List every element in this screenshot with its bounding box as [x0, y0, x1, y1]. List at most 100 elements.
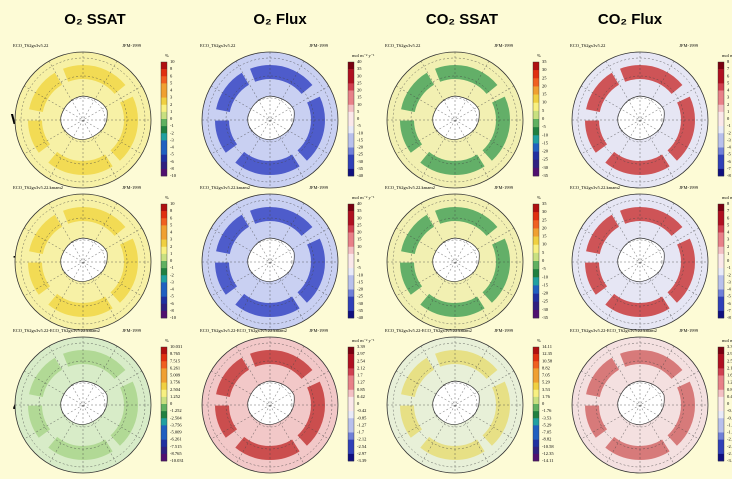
colorbar-segment: [348, 411, 354, 418]
colorbar-tick-label: 0.424: [727, 394, 732, 399]
colorbar-tick-label: -3.39: [357, 458, 367, 463]
colorbar-segment: [161, 425, 167, 432]
colorbar-segment: [348, 433, 354, 440]
colorbar-segment: [161, 282, 167, 289]
panel-title: ECO_T62gx3v5.22: [200, 43, 235, 48]
colorbar-segment: [161, 105, 167, 112]
colorbar-tick-label: 10: [542, 242, 547, 247]
colorbar-tick-label: -30: [542, 165, 549, 170]
colorbar-tick-label: 2: [170, 102, 172, 107]
colorbar-tick-label: 40: [357, 201, 362, 206]
colorbar-tick-label: -2.544: [727, 444, 732, 449]
panel-date: JFM-1999: [122, 328, 142, 333]
panel-title: ECO_T62gx3v5.22.kmam2: [570, 185, 620, 190]
colorbar-segment: [161, 91, 167, 98]
panel-title: ECO_T62gx3v5.22-ECO_T62gx3v5.22.kmam2: [200, 328, 287, 333]
colorbar-segment: [161, 233, 167, 240]
colorbar-tick-label: 2.97: [357, 351, 366, 356]
colorbar-segment: [718, 304, 724, 311]
colorbar-segment: [533, 160, 539, 168]
colorbar-unit: mol m⁻² y⁻¹: [352, 338, 375, 343]
colorbar-segment: [161, 76, 167, 83]
colorbar-segment: [718, 225, 724, 232]
colorbar-unit: %: [165, 338, 169, 343]
colorbar-segment: [161, 418, 167, 425]
colorbar-segment: [718, 425, 724, 432]
colorbar-unit: %: [165, 53, 169, 58]
colorbar-tick-label: -20: [542, 291, 549, 296]
colorbar-tick-label: 0.42: [357, 394, 365, 399]
panel-title: ECO_T62gx3v5.22: [570, 43, 605, 48]
colorbar-segment: [348, 62, 354, 69]
colorbar-tick-label: 2: [170, 244, 172, 249]
colorbar-tick-label: 5.29: [542, 380, 551, 385]
colorbar-segment: [348, 126, 354, 133]
colorbar-segment: [161, 211, 167, 218]
colorbar-segment: [348, 140, 354, 147]
colorbar-segment: [161, 218, 167, 225]
colorbar-tick-label: -8.82: [542, 437, 551, 442]
colorbar-tick-label: 30: [357, 215, 362, 220]
colorbar-tick-label: 2.544: [727, 358, 732, 363]
colorbar-segment: [533, 261, 539, 269]
colorbar-segment: [348, 390, 354, 397]
panel-date: JFM-1999: [679, 43, 699, 48]
panel-title: ECO_T62gx3v5.22.kmam2: [13, 185, 63, 190]
colorbar-tick-label: -10: [357, 272, 364, 277]
colorbar-tick-label: -1.76: [542, 408, 552, 413]
colorbar-segment: [718, 105, 724, 112]
colorbar-segment: [348, 397, 354, 404]
colorbar-segment: [533, 294, 539, 302]
colorbar-tick-label: -15: [357, 279, 364, 284]
colorbar-tick-label: 25: [357, 222, 362, 227]
colorbar-segment: [533, 310, 539, 318]
colorbar-tick-label: -10.58: [542, 444, 554, 449]
colorbar-tick-label: 2.12: [357, 365, 365, 370]
colorbar-segment: [718, 211, 724, 218]
colorbar-segment: [161, 440, 167, 447]
colorbar-segment: [161, 247, 167, 254]
colorbar-tick-label: 12.35: [542, 351, 553, 356]
colorbar-segment: [718, 261, 724, 268]
colorbar-tick-label: 1.272: [727, 380, 732, 385]
colorbar-tick-label: 20: [542, 225, 547, 230]
colorbar-tick-label: -2.504: [170, 415, 182, 420]
colorbar-tick-label: -2: [727, 272, 731, 277]
colorbar-segment: [718, 83, 724, 90]
colorbar-tick-label: 8.765: [170, 351, 181, 356]
colorbar-segment: [718, 62, 724, 69]
colorbar-segment: [718, 433, 724, 440]
colorbar-unit: %: [537, 195, 541, 200]
colorbar-segment: [533, 245, 539, 253]
colorbar-segment: [718, 282, 724, 289]
colorbar-tick-label: -25: [357, 294, 364, 299]
colorbar-tick-label: 15: [357, 237, 362, 242]
colorbar-segment: [161, 290, 167, 297]
colorbar-segment: [718, 411, 724, 418]
colorbar-tick-label: -0.85: [357, 415, 367, 420]
colorbar-segment: [718, 354, 724, 361]
colorbar-tick-label: 1.27: [357, 380, 366, 385]
colorbar-segment: [348, 247, 354, 254]
colorbar-tick-label: -10: [542, 132, 549, 137]
colorbar-segment: [348, 425, 354, 432]
colorbar-segment: [161, 254, 167, 261]
colorbar-segment: [533, 135, 539, 143]
colorbar-segment: [161, 83, 167, 90]
colorbar-segment: [348, 233, 354, 240]
colorbar-segment: [718, 69, 724, 76]
colorbar-segment: [348, 275, 354, 282]
colorbar-segment: [533, 220, 539, 228]
colorbar-segment: [348, 297, 354, 304]
colorbar-segment: [161, 368, 167, 375]
colorbar-segment: [161, 411, 167, 418]
colorbar-tick-label: -2: [727, 130, 731, 135]
colorbar-segment: [161, 162, 167, 169]
colorbar-segment: [161, 240, 167, 247]
colorbar-tick-label: -3.756: [170, 422, 182, 427]
colorbar-tick-label: 2: [727, 102, 729, 107]
colorbar-segment: [718, 155, 724, 162]
colorbar-tick-label: 20: [542, 83, 547, 88]
colorbar-segment: [161, 112, 167, 119]
colorbar-tick-label: 35: [542, 59, 547, 64]
